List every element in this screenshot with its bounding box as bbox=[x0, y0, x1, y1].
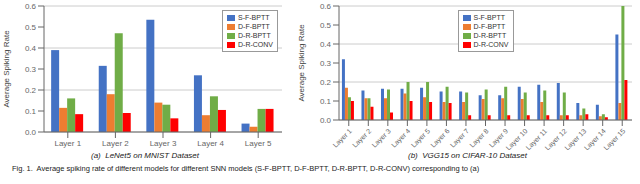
svg-text:Layer 15: Layer 15 bbox=[602, 127, 627, 150]
svg-text:Layer 2: Layer 2 bbox=[102, 139, 129, 148]
svg-text:Layer 1: Layer 1 bbox=[54, 139, 81, 148]
svg-text:0.1: 0.1 bbox=[320, 97, 332, 106]
svg-text:0.0: 0.0 bbox=[25, 128, 37, 137]
html-text:D-R-CONV: D-R-CONV bbox=[238, 41, 273, 48]
html-text:(b) VGG15 on CIFAR-10 Dataset: (b) VGG15 on CIFAR-10 Dataset bbox=[408, 151, 527, 160]
svg-text:0.0: 0.0 bbox=[320, 116, 332, 125]
svg-text:Layer 5: Layer 5 bbox=[245, 139, 272, 148]
html-text:D-F-BPTT: D-F-BPTT bbox=[238, 23, 270, 30]
svg-text:Layer 7: Layer 7 bbox=[449, 127, 471, 149]
html-text:(a) LeNet5 on MNIST Dataset: (a) LeNet5 on MNIST Dataset bbox=[91, 151, 199, 160]
html-text:D-F-BPTT: D-F-BPTT bbox=[473, 23, 506, 30]
svg-text:Layer 5: Layer 5 bbox=[410, 127, 432, 149]
svg-text:Layer 4: Layer 4 bbox=[390, 127, 412, 149]
svg-text:Layer 3: Layer 3 bbox=[150, 139, 177, 148]
svg-text:Average Spiking Rate: Average Spiking Rate bbox=[8, 30, 11, 108]
svg-text:0.6: 0.6 bbox=[25, 2, 37, 11]
svg-text:0.2: 0.2 bbox=[320, 78, 332, 87]
svg-text:0.2: 0.2 bbox=[25, 86, 37, 95]
svg-text:0.3: 0.3 bbox=[320, 59, 332, 68]
svg-text:Layer 1: Layer 1 bbox=[332, 127, 354, 149]
svg-text:Layer 2: Layer 2 bbox=[351, 127, 373, 149]
svg-text:0.5: 0.5 bbox=[25, 23, 37, 32]
html-text:D-R-BPTT: D-R-BPTT bbox=[238, 32, 271, 39]
svg-text:0.3: 0.3 bbox=[25, 65, 37, 74]
svg-text:Layer 3: Layer 3 bbox=[371, 127, 393, 149]
svg-text:0.4: 0.4 bbox=[320, 40, 332, 49]
html-text:S-F-BPTT: S-F-BPTT bbox=[473, 14, 505, 21]
svg-text:0.5: 0.5 bbox=[320, 21, 332, 30]
html-text:D-R-CONV: D-R-CONV bbox=[473, 41, 509, 48]
svg-text:Layer 8: Layer 8 bbox=[468, 127, 490, 149]
svg-text:0.1: 0.1 bbox=[25, 107, 37, 116]
svg-text:0.6: 0.6 bbox=[320, 2, 332, 11]
html-text:Fig. 1. Average spiking rate o: Fig. 1. Average spiking rate of differen… bbox=[12, 164, 480, 173]
svg-text:Layer 9: Layer 9 bbox=[487, 127, 510, 149]
svg-text:Layer 4: Layer 4 bbox=[197, 139, 224, 148]
html-text:S-F-BPTT: S-F-BPTT bbox=[238, 14, 270, 21]
svg-text:Layer 6: Layer 6 bbox=[429, 127, 451, 149]
svg-text:0.4: 0.4 bbox=[25, 44, 37, 53]
html-text:D-R-BPTT: D-R-BPTT bbox=[473, 32, 507, 39]
svg-text:Average Spiking Rate: Average Spiking Rate bbox=[297, 24, 306, 102]
